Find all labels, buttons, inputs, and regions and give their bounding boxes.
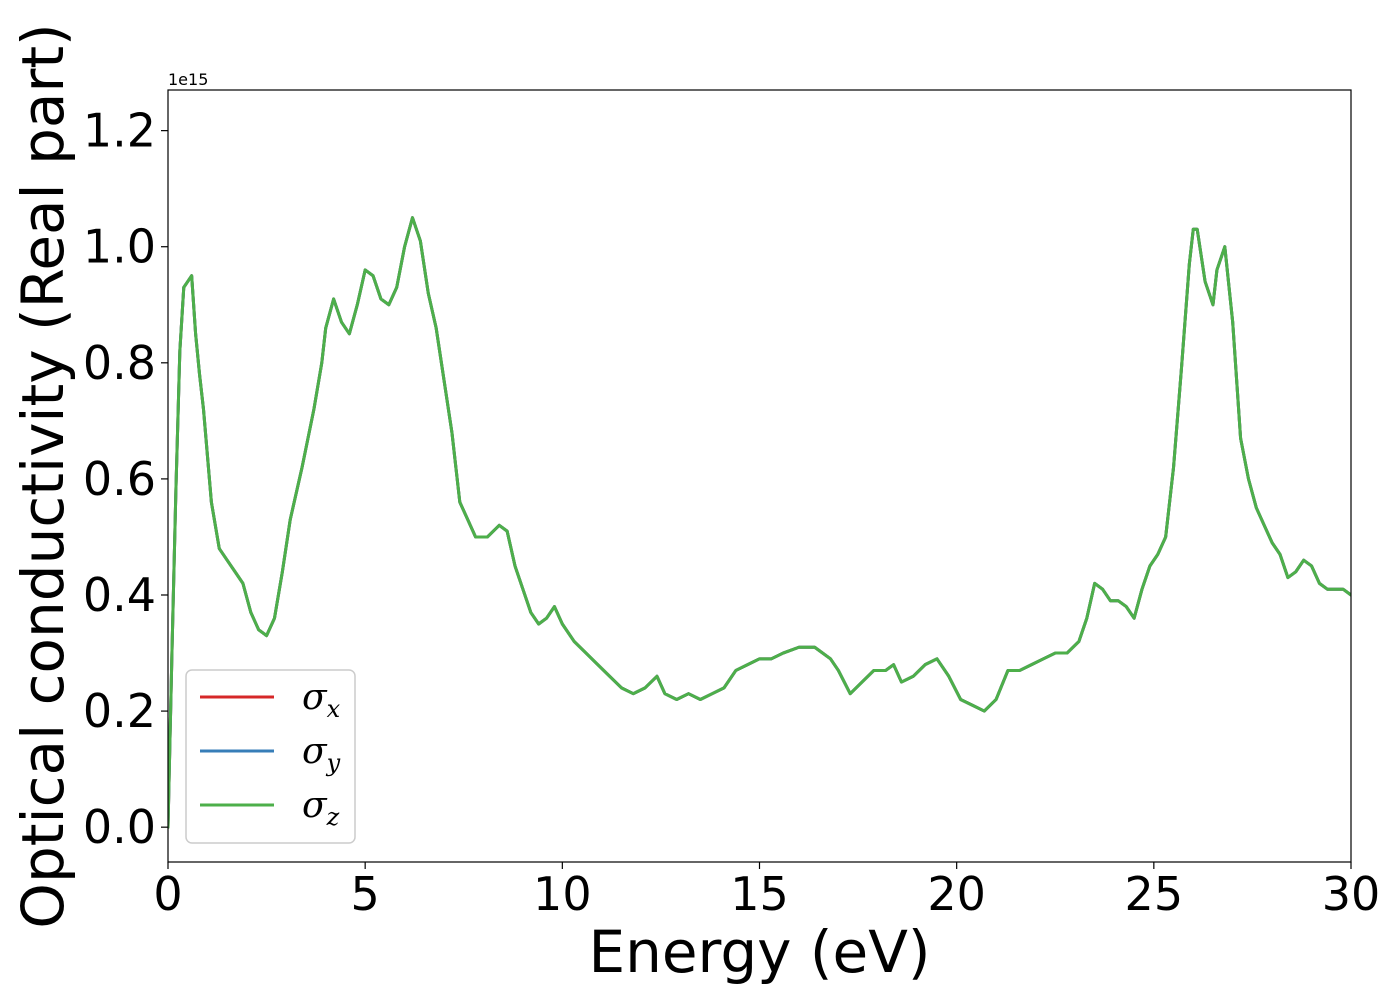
axis-ticks: 0 5 10 15 20 25 30 0.0 0.2 0.4 0.6 0.8 1.0 1.2 (83, 104, 1380, 921)
x-tick-label: 10 (533, 867, 592, 921)
y-tick-label: 0.4 (83, 568, 156, 622)
y-tick-label: 0.0 (83, 800, 156, 854)
y-tick-label: 0.2 (83, 684, 156, 738)
x-tick-label: 15 (730, 867, 789, 921)
y-axis-label: Optical conductivity (Real part) (9, 23, 77, 928)
y-tick-label: 0.8 (83, 336, 156, 390)
x-tick-label: 30 (1322, 867, 1381, 921)
x-tick-label: 0 (153, 867, 182, 921)
y-tick-label: 1.0 (83, 220, 156, 274)
x-tick-label: 5 (351, 867, 380, 921)
series-group (168, 216, 1351, 829)
x-axis-label: Energy (eV) (588, 918, 930, 986)
y-tick-label: 0.6 (83, 452, 156, 506)
series-line-z-2 (168, 216, 1351, 829)
y-tick-label: 1.2 (83, 104, 156, 158)
x-tick-label: 20 (927, 867, 986, 921)
x-tick-label: 25 (1125, 867, 1184, 921)
legend-box (185, 669, 356, 844)
y-offset-text: 1e15 (168, 70, 208, 89)
